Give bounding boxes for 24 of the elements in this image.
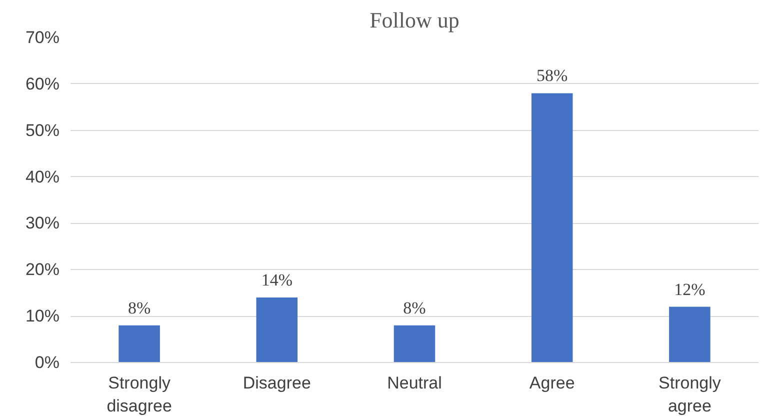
x-tick-label: Disagree	[242, 374, 311, 392]
x-tick-label: Agree	[529, 374, 575, 392]
y-tick-label: 60%	[25, 74, 60, 94]
bar	[394, 325, 436, 362]
bar	[669, 306, 710, 362]
bar	[118, 325, 160, 362]
bar	[256, 298, 298, 362]
y-tick-label: 0%	[34, 353, 60, 372]
y-tick-label: 70%	[25, 28, 60, 47]
y-tick-label: 40%	[25, 167, 60, 186]
bar	[531, 93, 573, 362]
chart-title: Follow up	[370, 8, 460, 32]
data-label: 8%	[128, 298, 151, 318]
data-label: 8%	[403, 298, 426, 318]
data-label: 12%	[674, 280, 706, 299]
data-label: 14%	[261, 270, 292, 290]
y-tick-label: 30%	[25, 214, 60, 233]
data-label: 58%	[536, 66, 568, 86]
y-tick-label: 20%	[25, 260, 60, 280]
x-tick-label: Neutral	[387, 374, 442, 392]
y-tick-label: 50%	[25, 120, 60, 140]
x-tick-label: Strongly agree	[658, 374, 722, 416]
y-tick-label: 10%	[25, 306, 60, 326]
x-tick-label: Strongly disagree	[106, 374, 172, 416]
